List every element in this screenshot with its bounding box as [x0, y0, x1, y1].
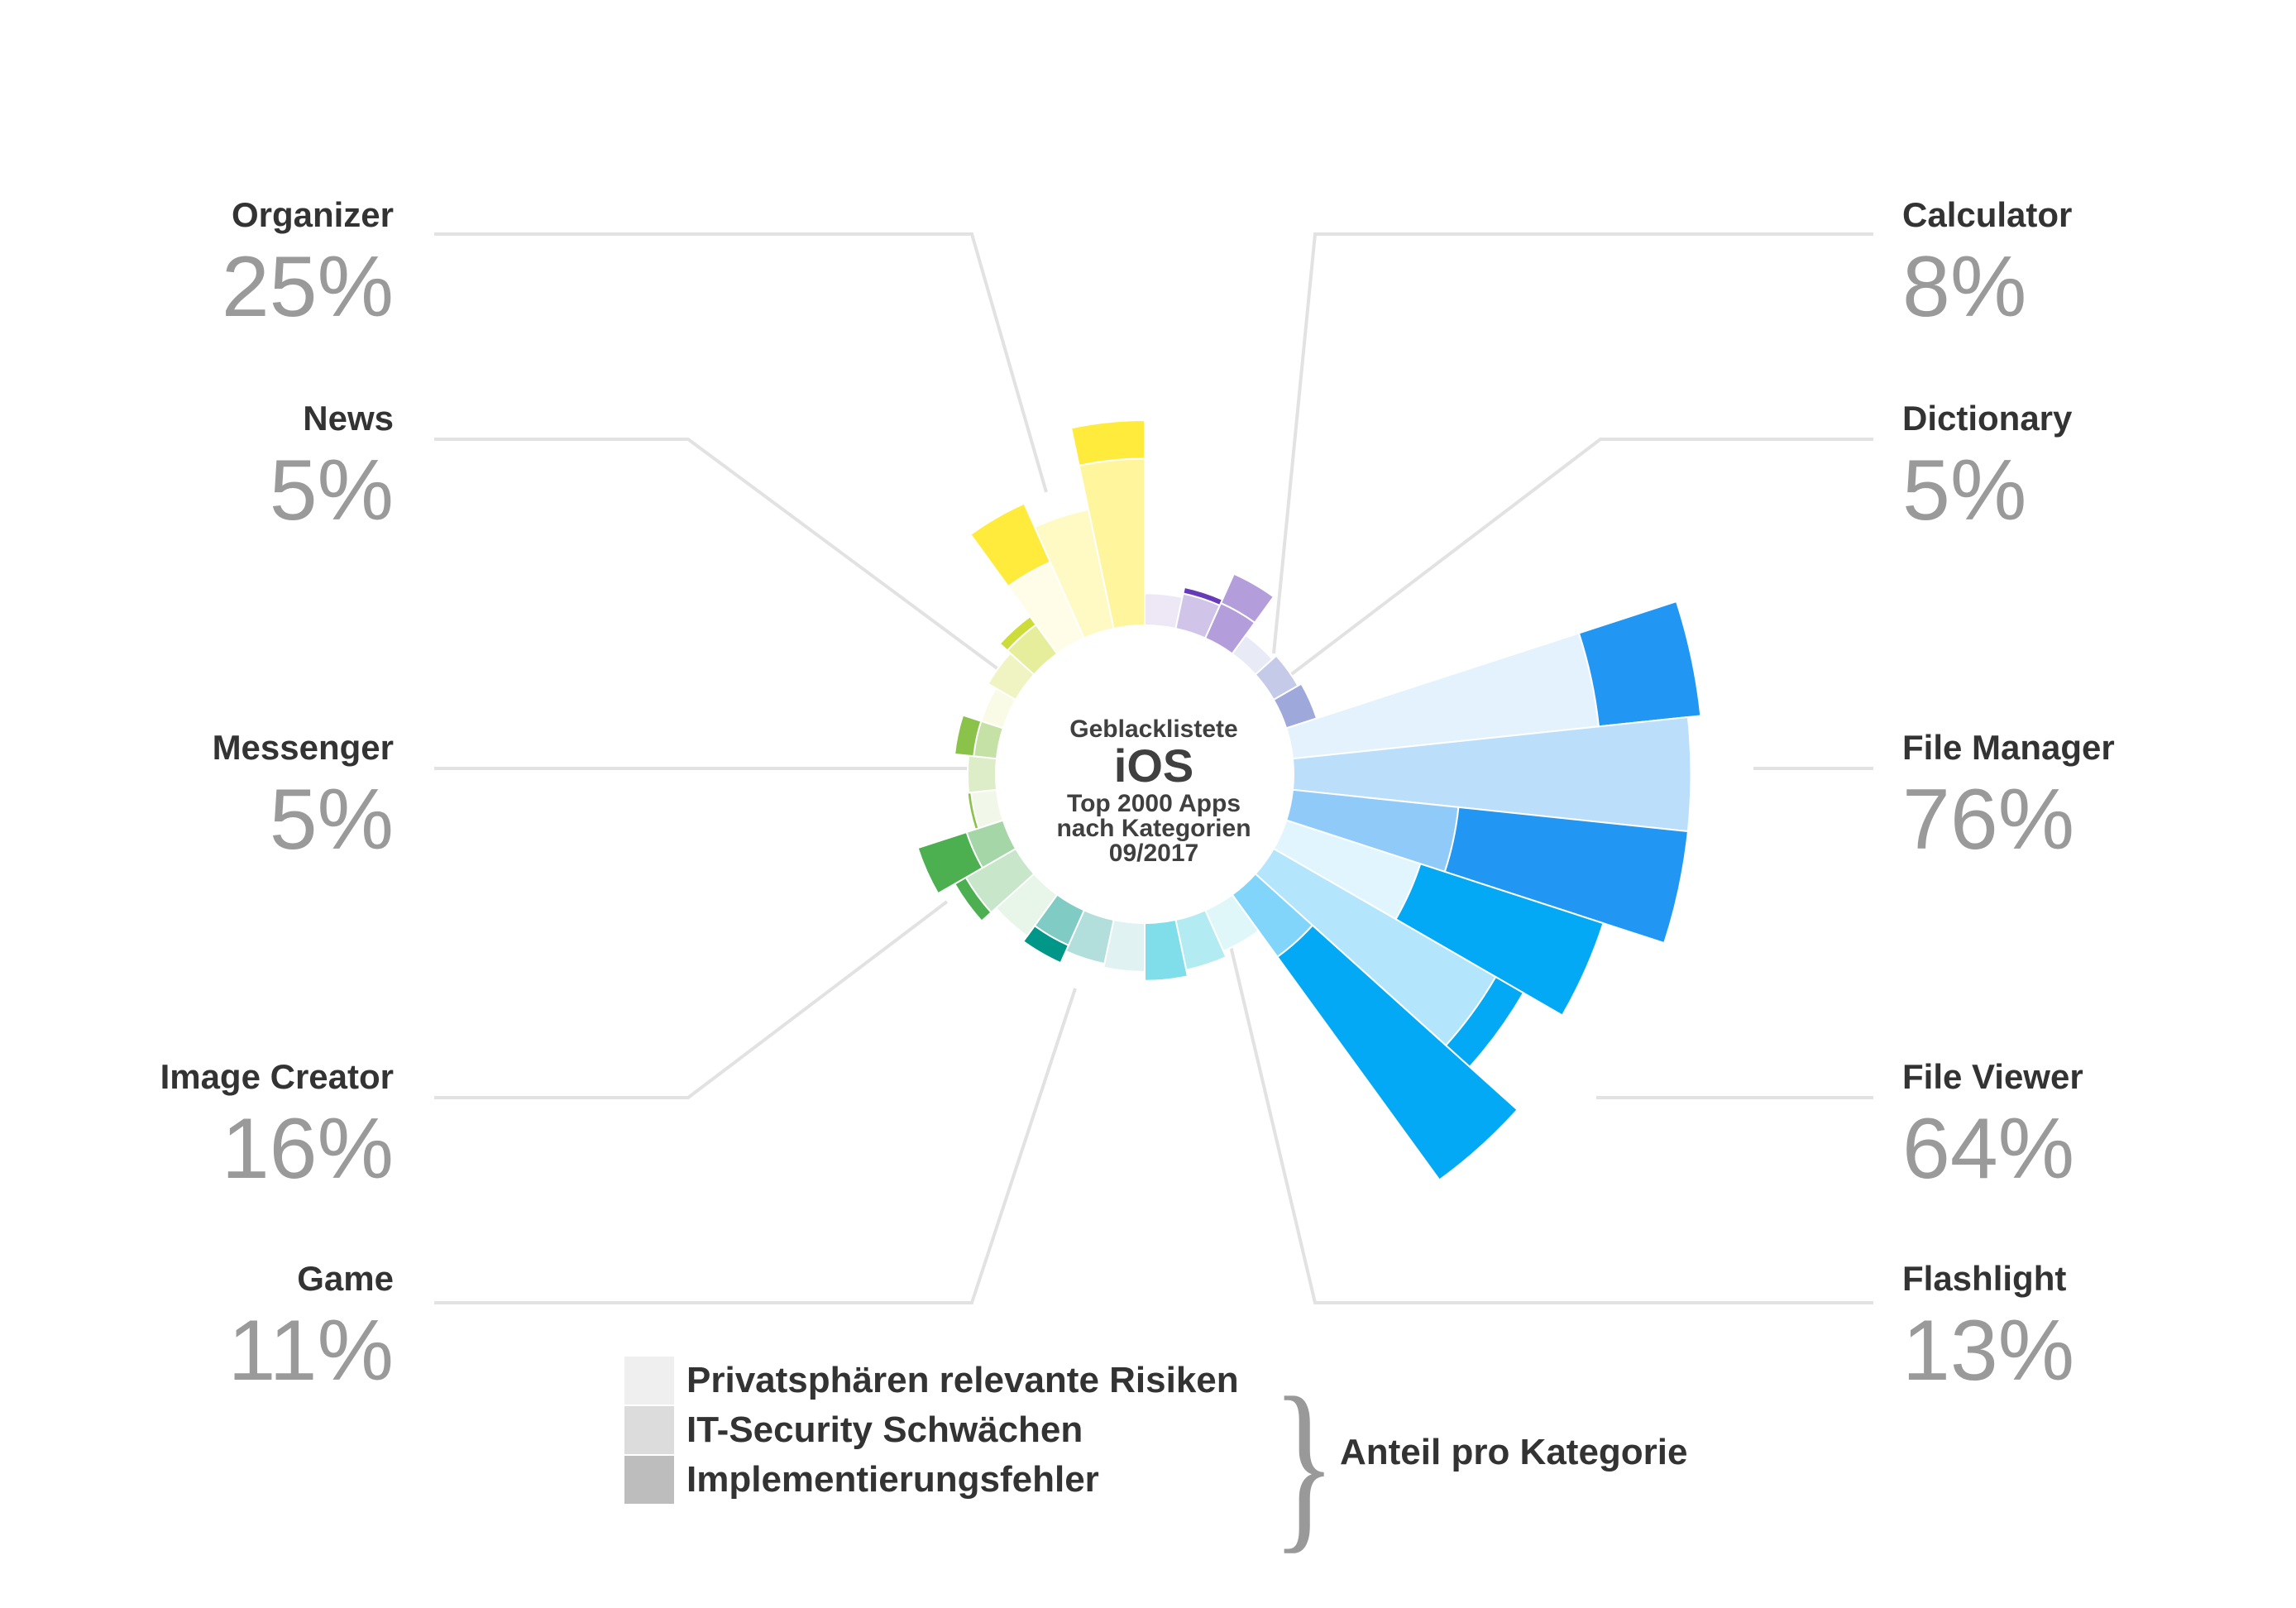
- leader-organizer: [434, 232, 1048, 493]
- label-file-viewer: File Viewer: [1902, 1057, 2083, 1096]
- label-file-manager: File Manager: [1902, 728, 2115, 767]
- leader-calculator: [1272, 232, 1873, 654]
- legend-swatch-implementation: [624, 1456, 674, 1504]
- leader-lines: [434, 232, 1873, 1304]
- center-subtitle-2: Top 2000 Apps: [1066, 790, 1241, 817]
- wedge-file-viewer-0-2: [1394, 863, 1605, 1017]
- value-image-creator: 16%: [221, 1101, 394, 1197]
- wedge-messenger-1-0: [966, 754, 998, 794]
- value-messenger: 5%: [269, 772, 394, 868]
- wedge-file-viewer-2-2: [1276, 924, 1519, 1181]
- center-subtitle-4: 09/2017: [1108, 840, 1199, 867]
- label-news: News: [303, 399, 394, 438]
- value-game: 11%: [227, 1303, 394, 1399]
- wedge-file-manager-0-2: [1577, 600, 1702, 728]
- leader-news: [434, 438, 1007, 676]
- wedge-image-creator-2-2: [916, 830, 984, 895]
- chart-wedges: [916, 419, 1702, 1181]
- legend-label-privacy: Privatsphären relevante Risiken: [686, 1360, 1239, 1400]
- value-organizer: 25%: [221, 239, 394, 335]
- center-subtitle-1: Geblacklistete: [1069, 715, 1238, 743]
- label-messenger: Messenger: [212, 728, 394, 767]
- leader-flashlight: [1222, 917, 1873, 1304]
- center-subtitle-3: nach Kategorien: [1056, 815, 1251, 842]
- legend-swatch-security: [624, 1406, 674, 1454]
- center-title: iOS: [1113, 739, 1194, 792]
- value-flashlight: 13%: [1902, 1303, 2075, 1399]
- value-calculator: 8%: [1902, 239, 2027, 335]
- wedge-organizer-2-2: [1069, 419, 1146, 467]
- wedge-file-manager-2-2: [1443, 806, 1689, 945]
- label-calculator: Calculator: [1902, 195, 2073, 234]
- value-dictionary: 5%: [1902, 443, 2027, 538]
- legend-label-security: IT-Security Schwächen: [686, 1409, 1083, 1450]
- leader-dictionary: [1284, 438, 1873, 680]
- label-dictionary: Dictionary: [1902, 399, 2073, 438]
- legend-swatch-privacy: [624, 1357, 674, 1405]
- leader-image-creator: [434, 900, 949, 1099]
- label-organizer: Organizer: [231, 195, 394, 234]
- legend-brace-label: Anteil pro Kategorie: [1340, 1432, 1688, 1472]
- label-flashlight: Flashlight: [1902, 1259, 2067, 1298]
- value-news: 5%: [269, 443, 394, 538]
- leader-game: [434, 988, 1077, 1304]
- legend-brace: }: [1272, 1358, 1337, 1569]
- value-file-manager: 76%: [1902, 772, 2075, 868]
- label-game: Game: [297, 1259, 394, 1298]
- legend-label-implementation: Implementierungsfehler: [686, 1459, 1099, 1500]
- wedge-calculator-2-1: [1219, 572, 1275, 625]
- label-image-creator: Image Creator: [160, 1057, 394, 1096]
- center-hole: [996, 625, 1294, 923]
- value-file-viewer: 64%: [1902, 1101, 2075, 1197]
